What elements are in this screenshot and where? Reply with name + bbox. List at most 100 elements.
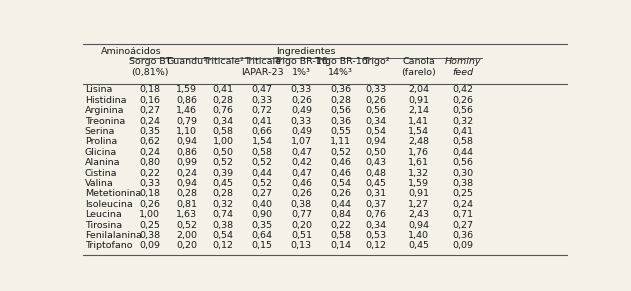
Text: 0,33: 0,33 (139, 179, 160, 188)
Text: Prolina: Prolina (85, 137, 117, 146)
Text: 0,58: 0,58 (452, 137, 473, 146)
Text: 0,76: 0,76 (213, 106, 233, 115)
Text: 0,18: 0,18 (139, 189, 160, 198)
Text: 0,09: 0,09 (452, 242, 473, 251)
Text: 0,62: 0,62 (139, 137, 160, 146)
Text: 0,12: 0,12 (366, 242, 387, 251)
Text: 0,28: 0,28 (213, 96, 233, 105)
Text: 1,40: 1,40 (408, 231, 429, 240)
Text: 0,27: 0,27 (252, 189, 273, 198)
Text: 0,33: 0,33 (291, 85, 312, 94)
Text: Lisina: Lisina (85, 85, 112, 94)
Text: 0,26: 0,26 (366, 96, 387, 105)
Text: 0,94: 0,94 (408, 221, 429, 230)
Text: 0,41: 0,41 (213, 85, 233, 94)
Text: Ingredientes: Ingredientes (276, 47, 336, 56)
Text: Hominy: Hominy (444, 57, 481, 66)
Text: 1,27: 1,27 (408, 200, 429, 209)
Text: 0,16: 0,16 (139, 96, 160, 105)
Text: 0,49: 0,49 (291, 127, 312, 136)
Text: 0,35: 0,35 (252, 221, 273, 230)
Text: 0,26: 0,26 (291, 96, 312, 105)
Text: 0,12: 0,12 (213, 242, 233, 251)
Text: 0,91: 0,91 (408, 96, 429, 105)
Text: Treonina: Treonina (85, 117, 125, 126)
Text: 1,07: 1,07 (291, 137, 312, 146)
Text: 0,26: 0,26 (452, 96, 473, 105)
Text: 0,20: 0,20 (291, 221, 312, 230)
Text: 0,71: 0,71 (452, 210, 473, 219)
Text: 0,45: 0,45 (213, 179, 233, 188)
Text: 0,32: 0,32 (213, 200, 233, 209)
Text: 0,77: 0,77 (291, 210, 312, 219)
Text: Guandu¹: Guandu¹ (166, 57, 207, 66)
Text: 0,94: 0,94 (176, 137, 197, 146)
Text: 0,66: 0,66 (252, 127, 273, 136)
Text: 0,09: 0,09 (139, 242, 160, 251)
Text: 0,72: 0,72 (252, 106, 273, 115)
Text: 0,58: 0,58 (252, 148, 273, 157)
Text: 0,15: 0,15 (252, 242, 273, 251)
Text: 0,80: 0,80 (139, 158, 160, 167)
Text: 0,30: 0,30 (452, 168, 473, 178)
Text: 0,74: 0,74 (213, 210, 233, 219)
Text: 0,24: 0,24 (452, 200, 473, 209)
Text: 1,59: 1,59 (408, 179, 429, 188)
Text: 0,79: 0,79 (176, 117, 197, 126)
Text: 0,28: 0,28 (330, 96, 351, 105)
Text: 0,49: 0,49 (291, 106, 312, 115)
Text: 0,94: 0,94 (176, 179, 197, 188)
Text: 0,24: 0,24 (139, 148, 160, 157)
Text: 0,55: 0,55 (330, 127, 351, 136)
Text: 0,35: 0,35 (139, 127, 160, 136)
Text: 1,41: 1,41 (408, 117, 429, 126)
Text: 0,45: 0,45 (408, 242, 429, 251)
Text: 0,46: 0,46 (291, 179, 312, 188)
Text: 0,56: 0,56 (366, 106, 387, 115)
Text: 0,40: 0,40 (252, 200, 273, 209)
Text: 1,11: 1,11 (330, 137, 351, 146)
Text: 1,54: 1,54 (252, 137, 273, 146)
Text: 0,44: 0,44 (330, 200, 351, 209)
Text: 0,41: 0,41 (452, 127, 473, 136)
Text: 0,18: 0,18 (139, 85, 160, 94)
Text: Arginina: Arginina (85, 106, 124, 115)
Text: 0,28: 0,28 (213, 189, 233, 198)
Text: 0,52: 0,52 (330, 148, 351, 157)
Text: 0,14: 0,14 (330, 242, 351, 251)
Text: 0,27: 0,27 (139, 106, 160, 115)
Text: 0,86: 0,86 (176, 148, 197, 157)
Text: 0,52: 0,52 (213, 158, 233, 167)
Text: 0,22: 0,22 (139, 168, 160, 178)
Text: 1,10: 1,10 (176, 127, 197, 136)
Text: Canola: Canola (403, 57, 435, 66)
Text: 0,50: 0,50 (213, 148, 233, 157)
Text: 0,86: 0,86 (176, 96, 197, 105)
Text: Leucina: Leucina (85, 210, 122, 219)
Text: 0,54: 0,54 (330, 179, 351, 188)
Text: 0,47: 0,47 (291, 148, 312, 157)
Text: 0,13: 0,13 (291, 242, 312, 251)
Text: Aminoácidos: Aminoácidos (101, 47, 162, 56)
Text: Trigo BR-16: Trigo BR-16 (314, 57, 367, 66)
Text: 0,51: 0,51 (291, 231, 312, 240)
Text: 0,56: 0,56 (452, 158, 473, 167)
Text: Glicina: Glicina (85, 148, 117, 157)
Text: 0,28: 0,28 (176, 189, 197, 198)
Text: 0,81: 0,81 (176, 200, 197, 209)
Text: 0,46: 0,46 (330, 158, 351, 167)
Text: 0,54: 0,54 (213, 231, 233, 240)
Text: 0,25: 0,25 (452, 189, 473, 198)
Text: 0,42: 0,42 (452, 85, 473, 94)
Text: 0,34: 0,34 (365, 221, 387, 230)
Text: 0,58: 0,58 (213, 127, 233, 136)
Text: 0,24: 0,24 (176, 168, 197, 178)
Text: 0,44: 0,44 (252, 168, 273, 178)
Text: 0,44: 0,44 (452, 148, 473, 157)
Text: 1,59: 1,59 (176, 85, 197, 94)
Text: 1,00: 1,00 (213, 137, 233, 146)
Text: 0,52: 0,52 (252, 158, 273, 167)
Text: 0,50: 0,50 (366, 148, 387, 157)
Text: IAPAR-23: IAPAR-23 (241, 68, 283, 77)
Text: 0,34: 0,34 (365, 117, 387, 126)
